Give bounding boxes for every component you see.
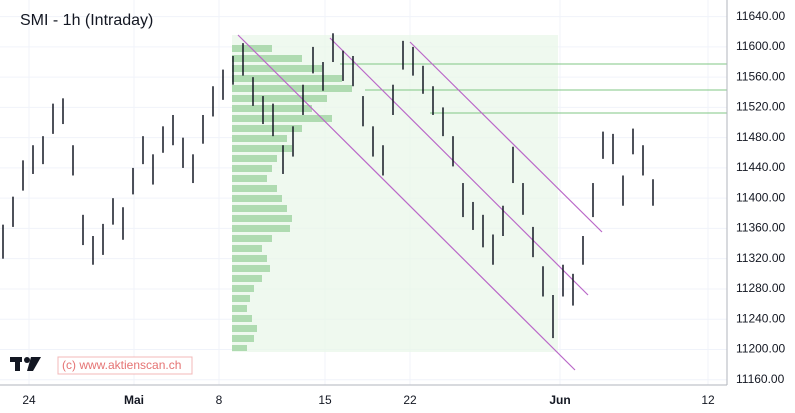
y-tick-label: 11320.00 <box>736 251 785 265</box>
trend-channel <box>237 34 603 371</box>
x-tick-label: 22 <box>403 393 417 407</box>
y-tick-label: 11520.00 <box>736 100 785 114</box>
y-tick-label: 11240.00 <box>736 311 785 325</box>
y-tick-label: 11160.00 <box>736 372 785 386</box>
levels <box>340 63 727 114</box>
y-tick-label: 11280.00 <box>736 281 785 295</box>
y-tick-label: 11360.00 <box>736 221 785 235</box>
y-tick-label: 11200.00 <box>736 342 785 356</box>
x-tick-label: 24 <box>22 393 36 407</box>
x-tick-label: 12 <box>701 393 715 407</box>
chart-title: SMI - 1h (Intraday) <box>20 12 153 29</box>
watermark-box <box>57 356 193 375</box>
y-tick-label: 11560.00 <box>736 69 785 83</box>
logo <box>10 357 41 371</box>
y-tick-label: 11600.00 <box>736 39 785 53</box>
watermark: (c) www.aktienscan.ch <box>62 358 181 372</box>
y-tick-label: 11400.00 <box>736 190 785 204</box>
y-tick-label: 11440.00 <box>736 160 785 174</box>
bars <box>2 33 654 339</box>
x-tick-label: Jun <box>549 393 570 407</box>
y-tick-label: 11640.00 <box>736 9 785 23</box>
x-tick-label: Mai <box>124 393 144 407</box>
x-tick-label: 8 <box>216 393 223 407</box>
x-tick-label: 15 <box>318 393 332 407</box>
y-tick-label: 11480.00 <box>736 130 785 144</box>
